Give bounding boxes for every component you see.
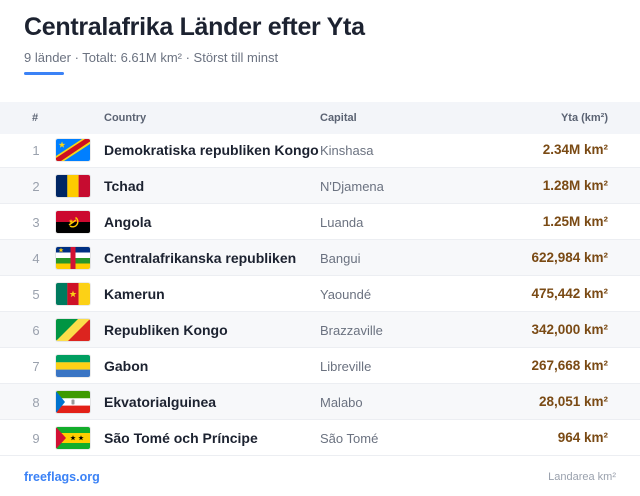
country-name: Tchad	[104, 178, 145, 194]
flag-gq-icon	[56, 391, 90, 413]
column-header-country: Country	[104, 112, 147, 124]
capital-name: São Tomé	[320, 431, 379, 446]
area-value: 1.28M km²	[542, 178, 608, 193]
capital-name: Malabo	[320, 395, 363, 410]
area-value: 622,984 km²	[531, 250, 608, 265]
row-rank: 3	[32, 215, 40, 230]
table-row[interactable]: 5 Kamerun Yaoundé 475,442 km²	[0, 276, 640, 312]
area-value: 28,051 km²	[538, 394, 608, 409]
country-name: Kamerun	[104, 286, 165, 302]
row-rank: 9	[32, 431, 40, 446]
capital-name: Brazzaville	[320, 323, 383, 338]
capital-name: Libreville	[320, 359, 372, 374]
flag-cg-icon	[56, 319, 90, 341]
table-row[interactable]: 3 Angola Luanda 1.25M km²	[0, 204, 640, 240]
capital-name: Luanda	[320, 215, 364, 230]
capital-name: Yaoundé	[320, 287, 372, 302]
capital-name: Bangui	[320, 251, 361, 266]
flag-cm-icon	[56, 283, 90, 305]
flag-cd-icon	[56, 139, 90, 161]
page-title: Centralafrika Länder efter Yta	[24, 13, 365, 41]
table-row[interactable]: 7 Gabon Libreville 267,668 km²	[0, 348, 640, 384]
column-header-rank: #	[32, 112, 39, 124]
flag-cf-icon	[56, 247, 90, 269]
area-value: 475,442 km²	[531, 286, 608, 301]
country-name: Centralafrikanska republiken	[104, 250, 297, 266]
country-table-body: 1 Demokratiska republiken Kongo Kinshasa…	[0, 132, 640, 456]
capital-name: N'Djamena	[320, 179, 384, 194]
country-name: São Tomé och Príncipe	[104, 430, 258, 446]
table-row[interactable]: 6 Republiken Kongo Brazzaville 342,000 k…	[0, 312, 640, 348]
column-header-area: Yta (km²)	[560, 112, 608, 124]
table-row[interactable]: 9 São Tomé och Príncipe São Tomé 964 km²	[0, 420, 640, 456]
flag-ga-icon	[56, 355, 90, 377]
row-rank: 7	[32, 359, 40, 374]
area-value: 342,000 km²	[531, 322, 608, 337]
footer-note: Landarea km²	[548, 471, 616, 483]
table-row[interactable]: 1 Demokratiska republiken Kongo Kinshasa…	[0, 132, 640, 168]
row-rank: 8	[32, 395, 40, 410]
area-value: 2.34M km²	[542, 142, 608, 157]
title-accent-bar	[24, 72, 64, 75]
country-name: Ekvatorialguinea	[104, 394, 217, 410]
row-rank: 2	[32, 179, 40, 194]
flag-st-icon	[56, 427, 90, 449]
row-rank: 1	[32, 143, 40, 158]
country-name: Angola	[104, 214, 152, 230]
table-row[interactable]: 8 Ekvatorialguinea Malabo 28,051 km²	[0, 384, 640, 420]
country-name: Gabon	[104, 358, 149, 374]
area-value: 267,668 km²	[531, 358, 608, 373]
flag-ao-icon	[56, 211, 90, 233]
row-rank: 5	[32, 287, 40, 302]
flag-td-icon	[56, 175, 90, 197]
capital-name: Kinshasa	[320, 143, 374, 158]
country-name: Demokratiska republiken Kongo	[104, 142, 319, 158]
table-row[interactable]: 4 Centralafrikanska republiken Bangui 62…	[0, 240, 640, 276]
column-header-capital: Capital	[320, 112, 357, 124]
area-value: 964 km²	[557, 430, 608, 445]
page-subtitle: 9 länder · Totalt: 6.61M km² · Störst ti…	[24, 50, 279, 65]
area-value: 1.25M km²	[542, 214, 608, 229]
table-header: # Country Capital Yta (km²)	[0, 102, 640, 134]
source-link[interactable]: freeflags.org	[24, 470, 100, 484]
table-row[interactable]: 2 Tchad N'Djamena 1.28M km²	[0, 168, 640, 204]
row-rank: 6	[32, 323, 40, 338]
country-name: Republiken Kongo	[104, 322, 228, 338]
row-rank: 4	[32, 251, 40, 266]
